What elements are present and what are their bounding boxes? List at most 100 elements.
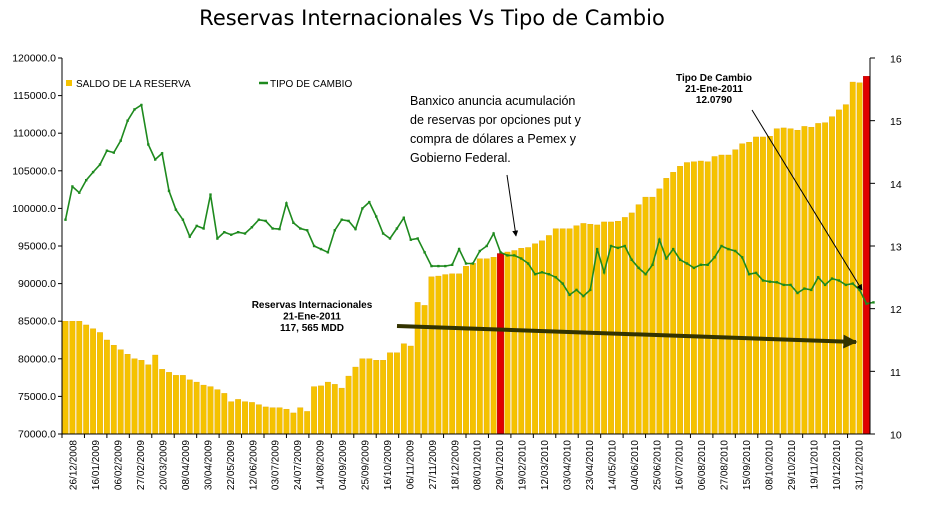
reserve-bar bbox=[649, 196, 656, 435]
exchange-rate-point bbox=[437, 264, 440, 268]
legend-bar-swatch bbox=[66, 80, 72, 86]
reservas-arrow bbox=[396, 324, 858, 349]
reserve-bar bbox=[97, 332, 103, 435]
exchange-rate-point bbox=[160, 152, 164, 155]
reserve-bar bbox=[414, 302, 421, 435]
chart-title: Reservas Internacionales Vs Tipo de Camb… bbox=[199, 6, 665, 30]
exchange-rate-point bbox=[257, 218, 260, 221]
y-right-tick-label: 12 bbox=[890, 304, 902, 316]
exchange-rate-point bbox=[147, 143, 150, 146]
reserve-bar bbox=[780, 127, 787, 435]
reserve-bar bbox=[200, 384, 207, 435]
exchange-rate-point bbox=[837, 279, 841, 282]
exchange-rate-point bbox=[568, 293, 571, 297]
y-left-tick-label: 95000.0 bbox=[18, 241, 56, 253]
exchange-rate-point bbox=[796, 291, 799, 295]
exchange-rate-point bbox=[706, 263, 709, 266]
exchange-rate-point bbox=[575, 288, 578, 292]
reserve-bar bbox=[145, 364, 152, 435]
exchange-rate-point bbox=[299, 227, 302, 230]
reserve-bar bbox=[573, 225, 580, 435]
reserve-bar bbox=[124, 354, 131, 435]
reserve-bar bbox=[110, 345, 117, 435]
reserve-bar bbox=[387, 352, 393, 435]
exchange-rate-point bbox=[375, 215, 378, 218]
exchange-rate-series bbox=[64, 103, 874, 305]
tipo-cambio-annotation-line: 21-Ene-2011 bbox=[685, 84, 743, 95]
exchange-rate-point bbox=[520, 257, 523, 260]
exchange-rate-point bbox=[485, 244, 488, 248]
exchange-rate-point bbox=[285, 202, 288, 205]
reserve-bar bbox=[849, 81, 856, 435]
exchange-rate-point bbox=[651, 263, 654, 266]
reserve-bar bbox=[525, 247, 532, 435]
exchange-rate-point bbox=[347, 219, 350, 223]
x-tick-label: 20/03/2009 bbox=[159, 440, 170, 490]
reserve-bar bbox=[62, 321, 69, 435]
x-tick-label: 24/07/2009 bbox=[293, 440, 304, 490]
exchange-rate-point bbox=[478, 249, 481, 253]
x-tick-label: 22/05/2009 bbox=[226, 440, 237, 490]
x-tick-label: 06/11/2009 bbox=[405, 440, 416, 490]
x-tick-label: 19/11/2010 bbox=[809, 440, 820, 490]
exchange-rate-point bbox=[216, 237, 219, 240]
x-tick-label: 12/06/2009 bbox=[248, 440, 259, 490]
banxico-annotation-line: compra de dólares a Pemex y bbox=[410, 132, 577, 146]
exchange-rate-point bbox=[741, 256, 744, 259]
x-tick-label: 16/10/2009 bbox=[383, 440, 394, 490]
exchange-rate-point bbox=[672, 247, 675, 251]
exchange-rate-point bbox=[264, 219, 267, 223]
reserve-bar bbox=[276, 407, 283, 435]
reserve-bar bbox=[836, 109, 842, 435]
x-tick-label: 18/12/2009 bbox=[450, 440, 461, 490]
reservas-annotation-line: 117, 565 MDD bbox=[280, 323, 344, 334]
reserve-bar bbox=[760, 136, 766, 435]
reserve-bar bbox=[235, 399, 242, 435]
reserve-bar bbox=[697, 160, 704, 435]
exchange-rate-point bbox=[333, 229, 336, 232]
exchange-rate-point bbox=[727, 247, 730, 251]
reserve-bar bbox=[642, 196, 649, 435]
reserve-bar bbox=[359, 358, 366, 435]
x-tick-label: 29/01/2010 bbox=[495, 440, 506, 490]
reserve-bar bbox=[670, 172, 677, 435]
exchange-rate-point bbox=[602, 271, 606, 274]
reserve-bar bbox=[435, 275, 442, 435]
reserve-bar bbox=[829, 116, 835, 435]
tipo-cambio-annotation-line: 12.0790 bbox=[696, 95, 733, 106]
reserve-bar bbox=[704, 161, 711, 435]
exchange-rate-point bbox=[361, 207, 364, 210]
x-tick-label: 04/06/2010 bbox=[630, 440, 641, 490]
reserve-bar bbox=[753, 136, 759, 435]
reserve-bar bbox=[656, 188, 663, 435]
tipo-cambio-annotation-line: Tipo De Cambio bbox=[676, 73, 752, 84]
x-tick-label: 27/11/2009 bbox=[428, 440, 439, 490]
x-tick-label: 31/12/2010 bbox=[854, 440, 865, 490]
exchange-rate-point bbox=[368, 200, 371, 204]
reserve-bar bbox=[663, 178, 670, 435]
y-right-tick-label: 16 bbox=[890, 54, 902, 66]
reserve-bar bbox=[822, 122, 829, 435]
reserve-bar bbox=[428, 276, 435, 435]
reserve-bar bbox=[228, 401, 235, 435]
reserve-bar bbox=[179, 375, 186, 435]
reserve-bar bbox=[214, 389, 221, 435]
exchange-rate-point bbox=[471, 262, 475, 265]
x-tick-label: 30/04/2009 bbox=[203, 440, 214, 490]
reserve-bar bbox=[166, 372, 172, 435]
reserve-bar bbox=[476, 258, 483, 435]
exchange-rate-point bbox=[430, 264, 433, 268]
reserve-bar bbox=[331, 384, 338, 435]
reserve-bar bbox=[615, 220, 621, 435]
reserve-bar bbox=[456, 273, 462, 435]
banxico-annotation-line: Gobierno Federal. bbox=[410, 151, 511, 165]
reserve-bar bbox=[173, 375, 179, 435]
exchange-rate-point bbox=[596, 247, 599, 251]
exchange-rate-point bbox=[126, 119, 129, 122]
exchange-rate-point bbox=[112, 151, 115, 154]
x-tick-label: 16/07/2010 bbox=[675, 440, 686, 490]
reserve-bar bbox=[131, 358, 138, 435]
reserve-bars bbox=[62, 76, 871, 435]
reserve-bar bbox=[580, 223, 587, 435]
reserve-bar bbox=[711, 156, 718, 435]
